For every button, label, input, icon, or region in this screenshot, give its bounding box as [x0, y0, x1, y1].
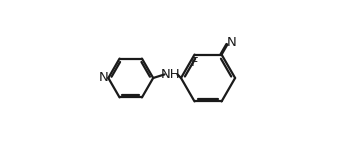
- Text: NH: NH: [161, 68, 181, 81]
- Text: N: N: [227, 36, 237, 49]
- Text: N: N: [99, 71, 109, 85]
- Text: F: F: [191, 56, 198, 69]
